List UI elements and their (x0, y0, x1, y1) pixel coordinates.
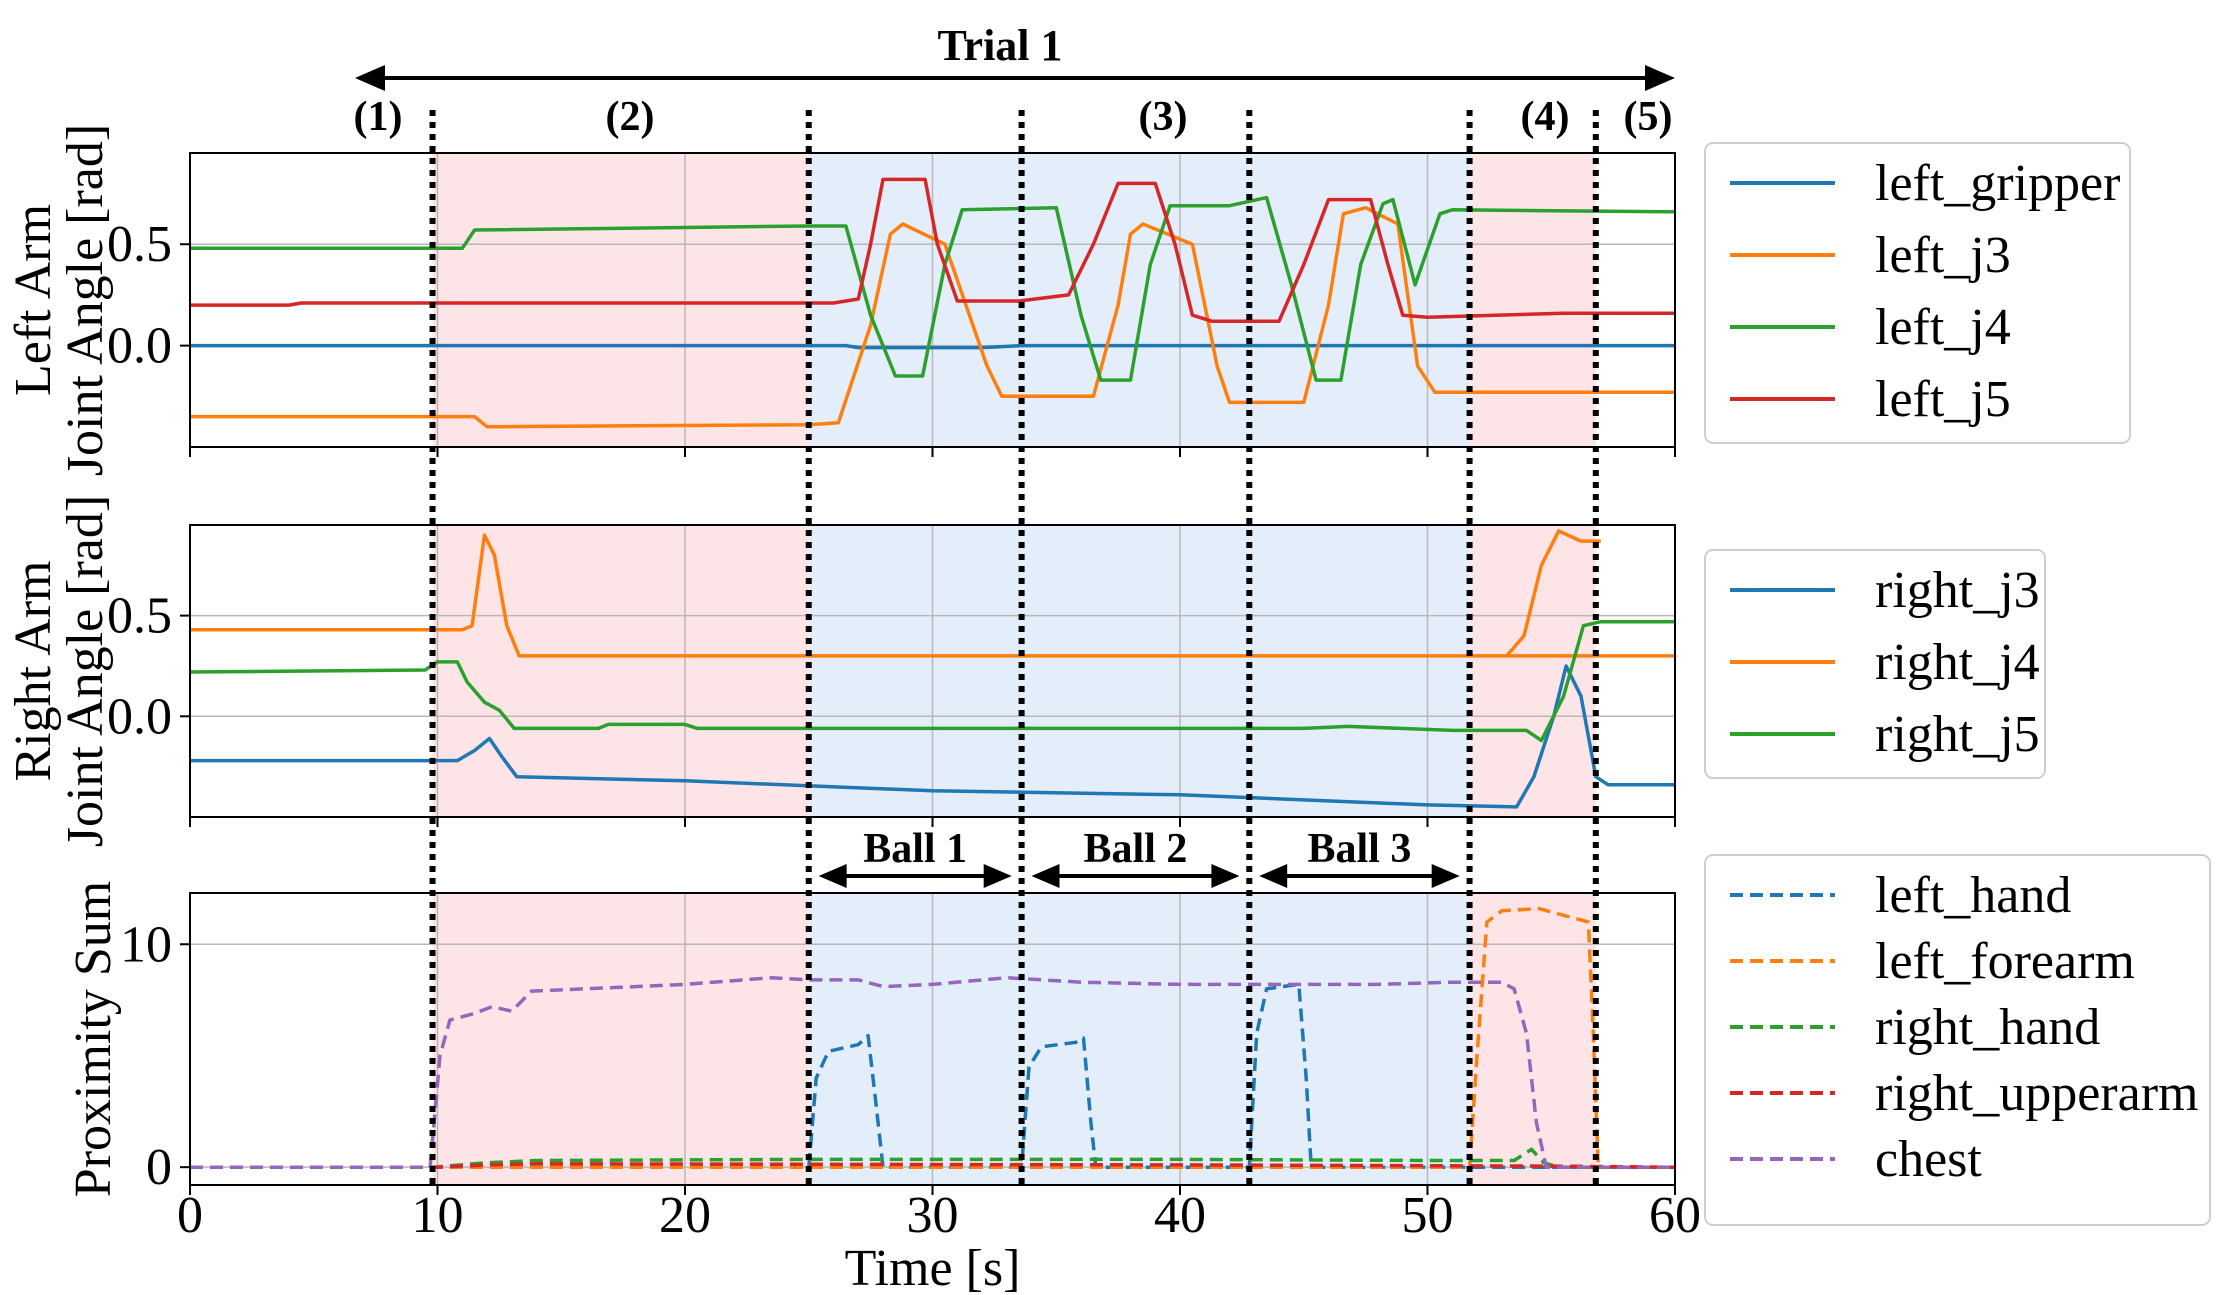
phase-shade (1469, 525, 1596, 817)
phase-label: (2) (606, 94, 655, 140)
trial-arrow-head-right (1645, 65, 1675, 91)
ball-arrow-head-right (1431, 864, 1460, 888)
phase-shade (808, 525, 1470, 817)
legend-label: left_j4 (1875, 299, 2011, 356)
series-line-left-hand (190, 982, 1675, 1169)
x-axis-label: Time [s] (845, 1240, 1021, 1295)
ball-arrow-head-right (1211, 864, 1240, 888)
y-axis-label: Right Arm (5, 560, 62, 781)
legend-label: left_j5 (1875, 371, 2011, 428)
legend-label: right_j5 (1875, 706, 2040, 763)
ball-arrow-head-left (1031, 864, 1060, 888)
legend-box (1704, 549, 2046, 779)
series-line-left-j3 (190, 205, 1675, 429)
legend-label: right_j3 (1875, 562, 2040, 619)
x-tick-label: 10 (412, 1187, 464, 1244)
legend-label: right_upperarm (1875, 1065, 2198, 1122)
x-tick-label: 30 (907, 1187, 959, 1244)
x-tick-label: 60 (1649, 1187, 1701, 1244)
phase-label: (1) (354, 94, 403, 140)
ball-label: Ball 1 (863, 826, 967, 872)
y-axis-label: Left Arm (5, 204, 62, 396)
series-line-left-forearm (190, 906, 1675, 1169)
ball-label: Ball 3 (1308, 826, 1412, 872)
phase-shading (432, 153, 1596, 1185)
phase-shade (432, 525, 809, 817)
series-line-left-gripper (190, 343, 1675, 350)
legend-label: right_hand (1875, 999, 2100, 1056)
x-tick-label: 20 (659, 1187, 711, 1244)
phase-shade (808, 893, 1470, 1185)
phase-label: (4) (1521, 94, 1570, 140)
y-tick-label: 10 (120, 916, 172, 973)
phase-label: (5) (1624, 94, 1673, 140)
legend-label: left_gripper (1875, 155, 2120, 212)
ball-label: Ball 2 (1084, 826, 1188, 872)
legend-box (1704, 142, 2131, 444)
phase-shade (808, 153, 1470, 447)
y-axis-label: Joint Angle [rad] (57, 495, 114, 847)
series-line-right-j3 (190, 664, 1675, 809)
legend-label: left_forearm (1875, 933, 2135, 990)
series-lines (189, 177, 1677, 1169)
ball-arrow-head-left (1259, 864, 1288, 888)
series-line-left-j4 (190, 195, 1676, 382)
series-line-left-j5 (190, 177, 1675, 324)
y-tick-label: 0.5 (107, 216, 172, 273)
x-tick-label: 40 (1154, 1187, 1206, 1244)
legend-label: chest (1875, 1131, 1982, 1188)
trial-title: Trial 1 (937, 21, 1062, 70)
legend-box (1704, 854, 2211, 1226)
series-line-chest (190, 975, 1675, 1169)
y-tick-label: 0 (146, 1139, 172, 1196)
legend-label: left_hand (1875, 867, 2071, 924)
phase-shade (432, 153, 809, 447)
series-line-right-upperarm (190, 1162, 1676, 1169)
y-tick-label: 0.0 (107, 318, 172, 375)
legend-label: right_j4 (1875, 634, 2040, 691)
phase-shade (1469, 153, 1596, 447)
legend-label: left_j3 (1875, 227, 2011, 284)
x-tick-label: 50 (1402, 1187, 1454, 1244)
y-axis-label: Joint Angle [rad] (57, 124, 114, 476)
annotations: Trial 1 (1) (2) (3) (4) (5) Ball 1 Ball 2 Ball 3 (354, 21, 1675, 888)
series-line-right-j5 (189, 619, 1675, 743)
trial-arrow-head-left (355, 65, 385, 91)
y-axis-label: Proximity Sum (65, 881, 122, 1197)
phase-shade (432, 893, 809, 1185)
phase-label: (3) (1139, 94, 1188, 140)
ball-arrow-head-right (983, 864, 1012, 888)
y-tick-label: 0.5 (107, 588, 172, 645)
x-tick-label: 0 (177, 1187, 203, 1244)
phase-shade (1469, 893, 1596, 1185)
y-tick-label: 0.0 (107, 688, 172, 745)
ball-arrow-head-left (818, 864, 847, 888)
legends: left_gripper left_j3 left_j4 left_j5 right_j… (1704, 142, 2211, 1226)
